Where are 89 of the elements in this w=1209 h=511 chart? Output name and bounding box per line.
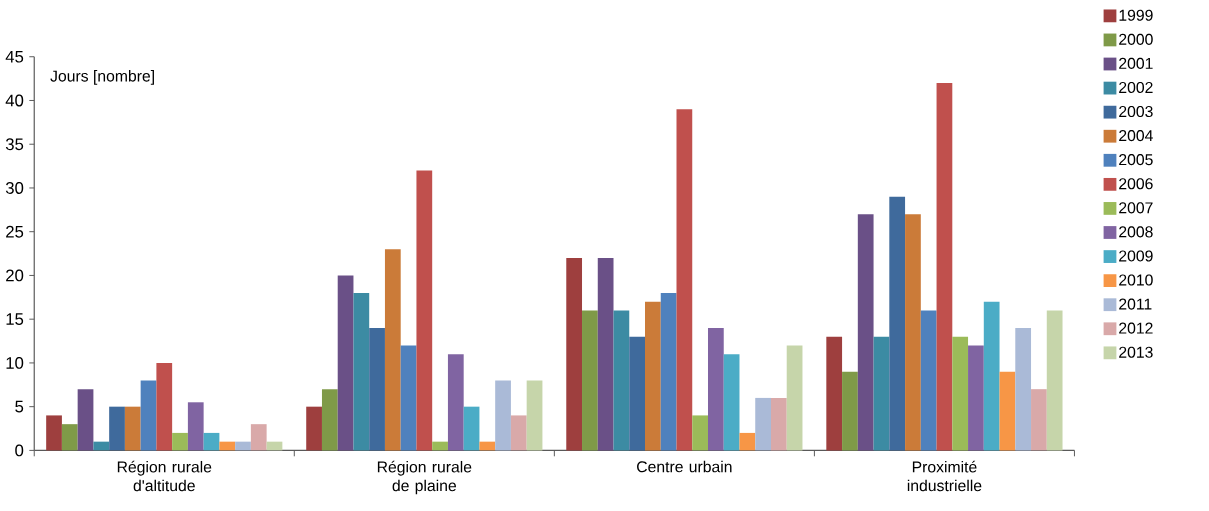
legend-label: 2003 — [1119, 106, 1153, 118]
bar — [660, 293, 677, 451]
bar — [203, 433, 220, 451]
bar — [968, 345, 984, 451]
bar — [187, 402, 204, 451]
bar — [1015, 328, 1032, 451]
bar — [93, 441, 110, 451]
y-tick-label: 10 — [6, 357, 24, 369]
bar — [770, 398, 787, 451]
bar — [353, 293, 370, 451]
legend-label: 1999 — [1119, 9, 1153, 21]
bar — [306, 406, 322, 451]
bar — [739, 433, 756, 451]
legend-label: 2008 — [1119, 226, 1153, 238]
bar — [723, 354, 740, 451]
bar — [77, 389, 94, 451]
bar — [172, 433, 188, 451]
bar — [61, 424, 78, 451]
bar — [676, 109, 693, 451]
bar — [510, 415, 527, 451]
bar — [707, 328, 724, 451]
bar — [321, 389, 338, 451]
bar — [692, 415, 708, 451]
bar — [109, 406, 125, 451]
legend-label: 2000 — [1119, 33, 1153, 46]
bar — [920, 310, 937, 451]
bar — [905, 214, 921, 451]
bar — [873, 336, 890, 451]
bar — [235, 441, 251, 451]
legend-label: 2009 — [1119, 250, 1153, 262]
legend-label: 2011 — [1119, 298, 1152, 310]
y-tick-label: 0 — [15, 444, 24, 457]
bar — [983, 301, 1000, 451]
bar — [432, 441, 448, 451]
legend-label: 2006 — [1119, 178, 1153, 190]
bar — [566, 258, 583, 451]
legend-label: 2005 — [1119, 154, 1153, 166]
bar — [369, 328, 385, 451]
x-tick-label: Proximité industrielle — [907, 460, 982, 492]
y-tick-label: 30 — [5, 182, 24, 194]
bar — [645, 301, 661, 451]
bar — [1046, 310, 1063, 451]
legend-label: 2002 — [1119, 82, 1153, 94]
bar — [124, 406, 141, 451]
bar — [463, 406, 480, 451]
y-tick-label: 25 — [6, 225, 24, 238]
bar — [384, 249, 401, 451]
x-tick-label: Région rurale d'altitude — [117, 460, 212, 492]
bar — [597, 258, 614, 451]
y-tick-label: 5 — [15, 400, 24, 413]
y-tick-label: 35 — [5, 138, 24, 151]
bar — [786, 345, 803, 451]
bar — [479, 441, 496, 451]
legend-label: 2004 — [1119, 130, 1153, 142]
y-tick-label: 20 — [6, 269, 24, 282]
legend-label: 2013 — [1119, 346, 1153, 358]
bar — [999, 371, 1016, 451]
legend-label: 2010 — [1119, 274, 1153, 286]
bar — [46, 415, 62, 451]
bar — [613, 310, 630, 451]
bar — [140, 380, 157, 451]
legend-label: 2001 — [1119, 57, 1153, 70]
bar — [156, 363, 173, 451]
bar — [826, 336, 843, 451]
bar — [400, 345, 417, 451]
bar — [889, 196, 906, 451]
bar — [1031, 389, 1047, 451]
bar — [857, 214, 874, 451]
bar — [952, 336, 969, 451]
legend-label: 2007 — [1119, 202, 1153, 214]
bar — [629, 336, 646, 451]
bar — [250, 424, 267, 451]
bar — [447, 354, 464, 451]
bar — [755, 398, 771, 451]
bar — [495, 380, 511, 451]
bar — [936, 83, 953, 451]
x-tick-label: Centre urbain — [637, 460, 732, 473]
y-tick-label: 40 — [5, 94, 24, 107]
bar — [219, 441, 236, 451]
bar — [842, 371, 858, 451]
x-tick-label: Région rurale de plaine — [377, 460, 472, 495]
y-tick-label: 45 — [5, 51, 24, 63]
bar — [337, 275, 354, 451]
y-tick-label: 15 — [6, 313, 24, 326]
legend-label: 2012 — [1119, 322, 1153, 334]
y-axis-title: Jours [nombre] — [50, 70, 154, 85]
bar — [582, 310, 598, 451]
bar — [526, 380, 543, 451]
bar — [416, 170, 433, 451]
